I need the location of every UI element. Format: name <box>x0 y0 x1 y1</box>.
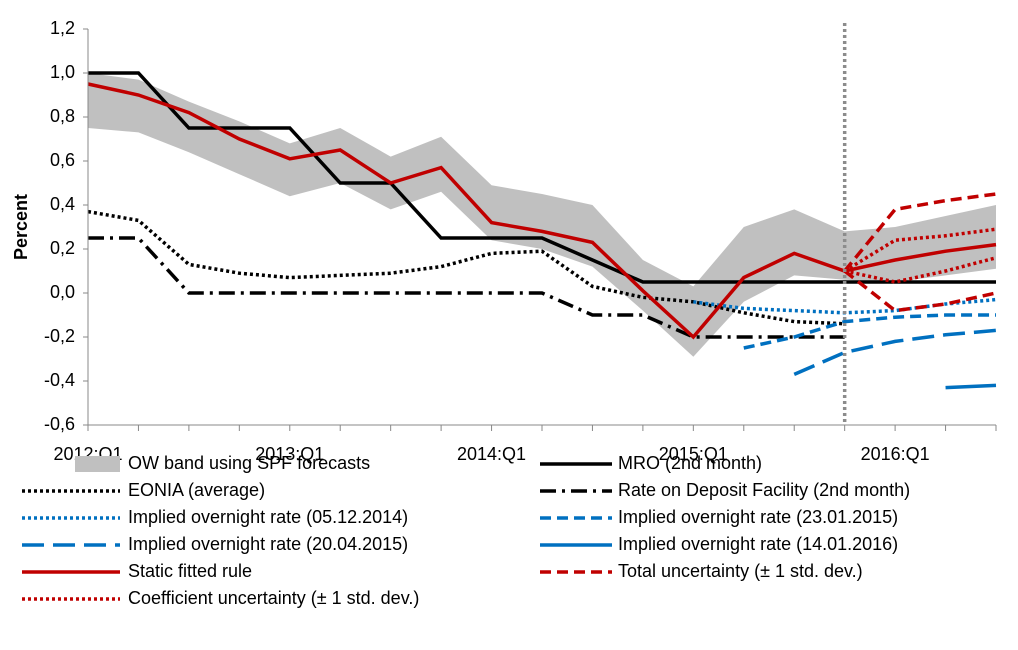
x-tick-label: 2016:Q1 <box>861 444 930 464</box>
legend-label: Implied overnight rate (23.01.2015) <box>618 507 898 527</box>
y-tick-label: 1,0 <box>50 62 75 82</box>
legend-label: Total uncertainty (± 1 std. dev.) <box>618 561 863 581</box>
y-tick-label: -0,6 <box>44 414 75 434</box>
x-tick-label: 2013:Q1 <box>255 444 324 464</box>
x-tick-label: 2015:Q1 <box>659 444 728 464</box>
legend-label: Coefficient uncertainty (± 1 std. dev.) <box>128 588 419 608</box>
y-axis-label: Percent <box>11 194 31 260</box>
y-tick-label: 0,8 <box>50 106 75 126</box>
series-line <box>88 236 845 339</box>
y-tick-label: 1,2 <box>50 18 75 38</box>
legend-label: EONIA (average) <box>128 480 265 500</box>
legend-label: OW band using SPF forecasts <box>128 453 370 473</box>
band-lower-line <box>844 256 997 284</box>
series-line <box>743 313 996 350</box>
y-tick-label: -0,2 <box>44 326 75 346</box>
y-tick-label: 0,4 <box>50 194 75 214</box>
y-tick-label: -0,4 <box>44 370 75 390</box>
legend-label: Implied overnight rate (14.01.2016) <box>618 534 898 554</box>
series-line <box>793 328 997 377</box>
legend-label: Implied overnight rate (05.12.2014) <box>128 507 408 527</box>
series-line <box>87 209 845 326</box>
y-tick-label: 0,6 <box>50 150 75 170</box>
series-line <box>945 383 997 390</box>
band-area <box>88 73 996 357</box>
x-tick-label: 2014:Q1 <box>457 444 526 464</box>
y-tick-label: 0,0 <box>50 282 75 302</box>
legend-swatch <box>75 456 120 472</box>
legend-label: Rate on Deposit Facility (2nd month) <box>618 480 910 500</box>
legend-label: MRO (2nd month) <box>618 453 762 473</box>
band-lower-line <box>843 269 997 313</box>
band-upper-line <box>843 192 997 273</box>
y-tick-label: 0,2 <box>50 238 75 258</box>
legend-label: Static fitted rule <box>128 561 252 581</box>
legend-label: Implied overnight rate (20.04.2015) <box>128 534 408 554</box>
band-upper-line <box>843 227 997 273</box>
